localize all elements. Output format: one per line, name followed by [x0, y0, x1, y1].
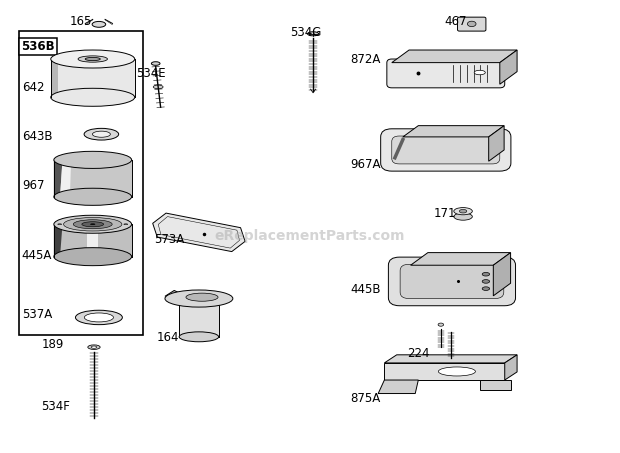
Ellipse shape [165, 290, 233, 307]
Text: 643B: 643B [22, 130, 52, 143]
Ellipse shape [88, 345, 100, 349]
Text: 534G: 534G [290, 26, 322, 39]
Text: 534F: 534F [42, 400, 71, 413]
Text: 537A: 537A [22, 308, 52, 321]
FancyBboxPatch shape [392, 136, 500, 164]
Text: 171: 171 [433, 207, 456, 221]
Text: 642: 642 [22, 82, 44, 94]
Ellipse shape [84, 128, 118, 140]
Ellipse shape [85, 58, 100, 61]
Text: 165: 165 [69, 15, 92, 28]
Polygon shape [403, 125, 504, 137]
Ellipse shape [78, 56, 107, 62]
Ellipse shape [84, 313, 113, 322]
Polygon shape [51, 59, 58, 97]
Ellipse shape [482, 280, 490, 283]
Ellipse shape [482, 287, 490, 290]
Polygon shape [384, 355, 517, 363]
Ellipse shape [64, 217, 122, 231]
Polygon shape [54, 160, 63, 197]
Polygon shape [54, 224, 131, 257]
Text: 445A: 445A [22, 249, 52, 262]
Text: 536B: 536B [21, 40, 55, 53]
Text: 967A: 967A [350, 158, 381, 171]
FancyBboxPatch shape [400, 264, 504, 299]
Ellipse shape [454, 213, 472, 220]
Polygon shape [505, 355, 517, 380]
Ellipse shape [58, 224, 61, 225]
Ellipse shape [186, 293, 218, 301]
Polygon shape [480, 380, 511, 390]
Ellipse shape [467, 21, 476, 27]
Ellipse shape [438, 323, 444, 326]
Polygon shape [60, 160, 71, 197]
Text: eReplacementParts.com: eReplacementParts.com [215, 229, 405, 243]
FancyBboxPatch shape [387, 59, 505, 88]
Ellipse shape [124, 224, 128, 225]
Text: 445B: 445B [350, 283, 381, 296]
Ellipse shape [91, 224, 95, 225]
Text: 875A: 875A [350, 392, 380, 405]
Ellipse shape [54, 248, 131, 265]
Polygon shape [410, 253, 511, 265]
Text: 467: 467 [445, 15, 467, 28]
Ellipse shape [454, 207, 472, 215]
Polygon shape [489, 125, 504, 161]
Text: 189: 189 [42, 338, 64, 351]
Ellipse shape [73, 220, 112, 229]
Bar [19, 31, 143, 335]
FancyBboxPatch shape [388, 257, 516, 306]
Ellipse shape [438, 367, 476, 376]
Ellipse shape [54, 151, 131, 169]
Polygon shape [494, 253, 511, 296]
Text: 872A: 872A [350, 53, 381, 67]
Bar [384, 363, 505, 380]
Ellipse shape [151, 62, 160, 65]
Ellipse shape [92, 131, 110, 137]
FancyBboxPatch shape [458, 17, 486, 31]
Ellipse shape [92, 21, 105, 27]
FancyBboxPatch shape [381, 129, 511, 171]
Ellipse shape [153, 85, 163, 89]
Ellipse shape [308, 32, 319, 36]
Polygon shape [51, 59, 135, 97]
Ellipse shape [82, 222, 104, 227]
Polygon shape [392, 50, 517, 63]
Ellipse shape [459, 209, 467, 213]
Text: 534E: 534E [136, 67, 166, 80]
Ellipse shape [54, 215, 131, 233]
Polygon shape [54, 224, 63, 257]
Ellipse shape [482, 272, 490, 276]
Polygon shape [500, 50, 517, 84]
Polygon shape [54, 160, 131, 197]
Text: 224: 224 [407, 347, 430, 360]
Text: 573A: 573A [154, 232, 185, 246]
Text: 164: 164 [157, 331, 179, 344]
Text: 967: 967 [22, 179, 44, 193]
Polygon shape [179, 303, 219, 337]
Polygon shape [378, 380, 418, 394]
Ellipse shape [179, 332, 219, 342]
Ellipse shape [91, 346, 97, 348]
Ellipse shape [54, 188, 131, 205]
Polygon shape [165, 290, 184, 296]
Ellipse shape [76, 310, 122, 325]
Ellipse shape [51, 88, 135, 106]
Polygon shape [87, 224, 98, 257]
Ellipse shape [474, 70, 485, 75]
Polygon shape [153, 213, 245, 251]
Ellipse shape [51, 50, 135, 68]
